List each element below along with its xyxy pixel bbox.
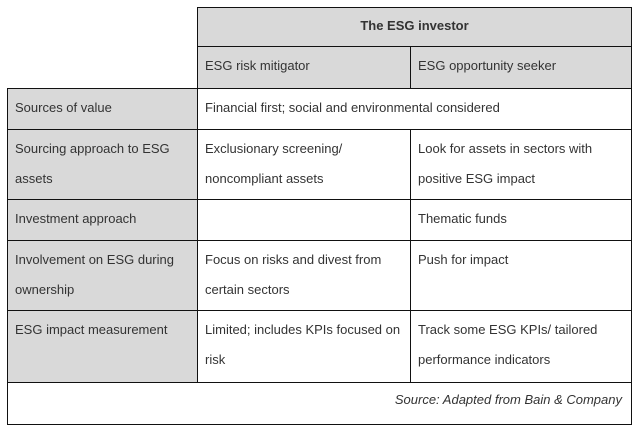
cell-text-line: noncompliant assets [205,171,324,186]
row-label-impact-measurement: ESG impact measurement [7,310,197,382]
column-header-risk-mitigator: ESG risk mitigator [197,47,410,88]
row-label-investment-approach: Investment approach [7,199,197,240]
row-label-sources-of-value: Sources of value [7,88,197,129]
table-cell [197,199,410,240]
row-label-line: ownership [15,282,75,297]
table-cell: Track some ESG KPIs/ tailored performanc… [410,310,632,382]
cell-text-line: Focus on risks and divest from [205,252,382,267]
cell-text-line: Look for assets in sectors with [418,141,593,156]
row-label-line: assets [15,171,53,186]
cell-text-line: certain sectors [205,282,290,297]
row-label-involvement: Involvement on ESG during ownership [7,240,197,310]
table-cell: Thematic funds [410,199,632,240]
cell-text-line: risk [205,352,226,367]
cell-text-line: positive ESG impact [418,171,536,186]
cell-text: Push for impact [418,252,509,267]
source-note: Source: Adapted from Bain & Company [7,382,632,425]
table-cell: Focus on risks and divest from certain s… [197,240,410,310]
row-label: Sources of value [15,100,112,115]
table-cell-merged: Financial first; social and environmenta… [197,88,632,129]
table-cell: Look for assets in sectors with positive… [410,129,632,199]
cell-text-line: Limited; includes KPIs focused on [205,322,401,337]
row-label-sourcing-approach: Sourcing approach to ESG assets [7,129,197,199]
table-cell: Exclusionary screening/ noncompliant ass… [197,129,410,199]
group-header: The ESG investor [197,7,632,47]
column-header-label: ESG opportunity seeker [418,58,557,73]
column-header-opportunity-seeker: ESG opportunity seeker [410,47,632,88]
cell-text: Thematic funds [418,211,507,226]
cell-text-line: Exclusionary screening/ [205,141,343,156]
row-label-line: Sourcing approach to ESG [15,141,170,156]
table-cell: Push for impact [410,240,632,310]
row-label: Investment approach [15,211,137,226]
row-label: ESG impact measurement [15,322,168,337]
cell-text: Financial first; social and environmenta… [205,100,500,115]
cell-text-line: Track some ESG KPIs/ tailored [418,322,598,337]
group-header-text: The ESG investor [360,18,469,33]
row-label-line: Involvement on ESG during [15,252,174,267]
table-cell: Limited; includes KPIs focused on risk [197,310,410,382]
source-text: Source: Adapted from Bain & Company [394,392,622,407]
cell-text-line: performance indicators [418,352,551,367]
column-header-label: ESG risk mitigator [205,58,310,73]
